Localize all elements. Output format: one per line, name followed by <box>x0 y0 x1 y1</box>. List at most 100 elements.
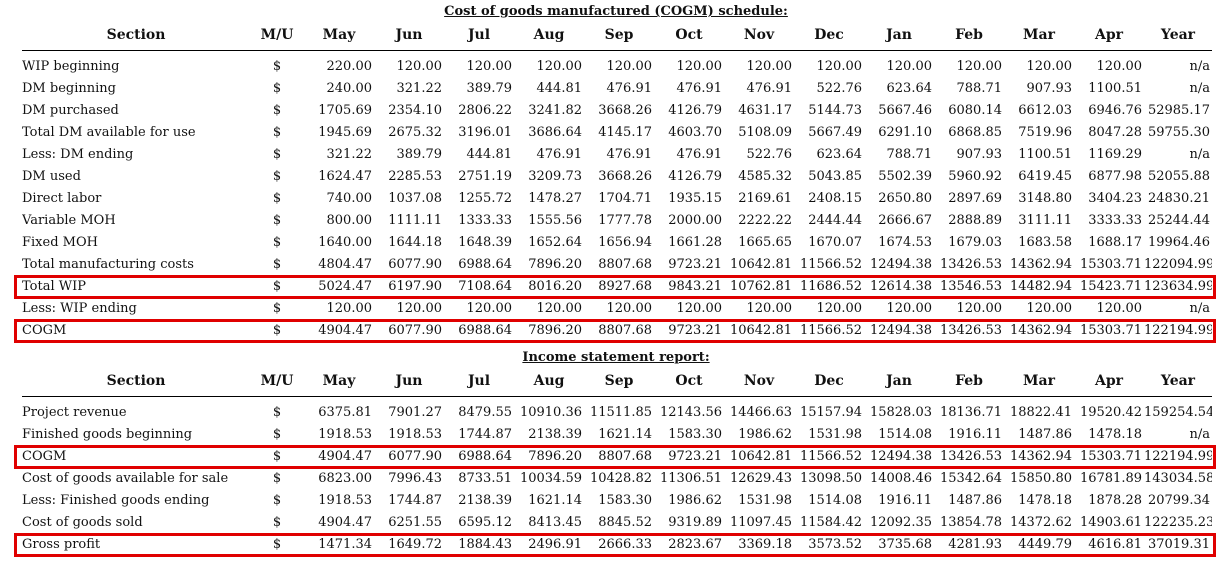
cell-value: 907.93 <box>956 147 1003 162</box>
cell-value: 120.00 <box>396 301 443 316</box>
table-row: Finished goods beginning $1918.53 1918.53 1… <box>22 424 1212 446</box>
cell-value: 9843.21 <box>668 279 722 294</box>
cell-value: 2823.67 <box>668 537 722 552</box>
column-header: Year <box>1160 373 1196 389</box>
cell-value: 120.00 <box>746 59 793 74</box>
cell-value: 120.00 <box>1026 301 1073 316</box>
cell-value: 7896.20 <box>528 449 582 464</box>
cell-value: 476.91 <box>606 147 653 162</box>
cell-value: 9723.21 <box>668 449 722 464</box>
cell-value: 122094.99 <box>1144 257 1212 272</box>
cell-value: 16781.89 <box>1079 471 1142 486</box>
cell-value: 12629.43 <box>729 471 792 486</box>
cell-value: 37019.31 <box>1147 537 1210 552</box>
cell-value: 1100.51 <box>1088 81 1142 96</box>
row-unit: $ <box>272 59 282 74</box>
cell-value: 59755.30 <box>1147 125 1210 140</box>
row-label: Project revenue <box>22 405 127 420</box>
cell-value: 1640.00 <box>318 235 372 250</box>
row-label: DM used <box>22 169 81 184</box>
cell-value: 11097.45 <box>729 515 792 530</box>
cell-value: 1670.07 <box>808 235 862 250</box>
row-label: COGM <box>22 449 67 464</box>
cell-value: 476.91 <box>536 147 583 162</box>
cell-value: 1514.08 <box>878 427 932 442</box>
cell-value: 6946.76 <box>1088 103 1142 118</box>
cell-value: 1111.11 <box>388 213 442 228</box>
cell-value: 1255.72 <box>458 191 512 206</box>
cell-value: 2806.22 <box>458 103 512 118</box>
cell-value: 3111.11 <box>1018 213 1072 228</box>
cell-value: 3668.26 <box>598 169 652 184</box>
cell-value: 4904.47 <box>318 449 372 464</box>
income-statement-title: Income statement report: <box>522 350 710 365</box>
cell-value: 1471.34 <box>318 537 372 552</box>
cell-value: 15828.03 <box>869 405 932 420</box>
cell-value: 2650.80 <box>878 191 932 206</box>
cell-value: 8927.68 <box>598 279 652 294</box>
row-label: COGM <box>22 323 67 338</box>
cell-value: 12494.38 <box>869 257 932 272</box>
cell-value: 6291.10 <box>878 125 932 140</box>
income-table: Section M/U May Jun Jul Aug Sep Oct Nov Dec Jan Feb… <box>22 366 1212 556</box>
table-row: Variable MOH $800.00 1111.11 1333.33 1555.56… <box>22 210 1212 232</box>
cell-value: 1916.11 <box>878 493 932 508</box>
row-unit: $ <box>272 125 282 140</box>
cell-value: 15303.71 <box>1079 257 1142 272</box>
table-row: DM beginning $240.00 321.22 389.79 444.81 476… <box>22 78 1212 100</box>
cell-value: 4603.70 <box>668 125 722 140</box>
column-header: Nov <box>743 373 775 389</box>
cell-value: 12614.38 <box>869 279 932 294</box>
cell-value: 1679.03 <box>948 235 1002 250</box>
cell-value: 13098.50 <box>799 471 862 486</box>
cell-value: 6868.85 <box>948 125 1002 140</box>
cell-value: 1916.11 <box>948 427 1002 442</box>
cell-value: 3241.82 <box>528 103 582 118</box>
cell-value: 5043.85 <box>808 169 862 184</box>
row-unit: $ <box>272 81 282 96</box>
cell-value: 13426.53 <box>939 257 1002 272</box>
cell-value: 788.71 <box>956 81 1003 96</box>
cell-value: 7519.96 <box>1018 125 1072 140</box>
cell-value: 18822.41 <box>1009 405 1072 420</box>
column-header: M/U <box>260 27 294 43</box>
cell-value: 1583.30 <box>668 427 722 442</box>
cell-value: 6077.90 <box>388 257 442 272</box>
cell-value: 1674.53 <box>878 235 932 250</box>
cell-value: 389.79 <box>466 81 513 96</box>
table-row: Cost of goods sold $4904.47 6251.55 6595.12… <box>22 512 1212 534</box>
table-row: Less: WIP ending $120.00 120.00 120.00 120.0… <box>22 298 1212 320</box>
cell-value: 2751.19 <box>458 169 512 184</box>
cell-value: 321.22 <box>396 81 443 96</box>
cell-value: 11686.52 <box>799 279 862 294</box>
column-header: Feb <box>955 373 983 389</box>
cell-value: 52985.17 <box>1147 103 1210 118</box>
cell-value: 5667.49 <box>808 125 862 140</box>
cell-value: 12494.38 <box>869 449 932 464</box>
cell-value: 14362.94 <box>1009 323 1072 338</box>
column-header: Section <box>106 27 166 43</box>
cell-value: 8845.52 <box>598 515 652 530</box>
cell-value: 10642.81 <box>729 449 792 464</box>
cell-value: 4449.79 <box>1018 537 1072 552</box>
column-header: Oct <box>675 27 703 43</box>
cell-value: 2169.61 <box>738 191 792 206</box>
cell-value: 15342.64 <box>939 471 1002 486</box>
cell-value: 120.00 <box>536 59 583 74</box>
cell-value: 2138.39 <box>458 493 512 508</box>
cell-value: 12092.35 <box>869 515 932 530</box>
cell-value: 3196.01 <box>458 125 512 140</box>
cell-value: 9319.89 <box>668 515 722 530</box>
table-row: WIP beginning $220.00 120.00 120.00 120.00 12… <box>22 51 1212 79</box>
cell-value: 14466.63 <box>729 405 792 420</box>
cell-value: 6251.55 <box>388 515 442 530</box>
cell-value: 3573.52 <box>808 537 862 552</box>
cell-value: 1555.56 <box>528 213 582 228</box>
row-label: Finished goods beginning <box>22 427 193 442</box>
cell-value: 1648.39 <box>458 235 512 250</box>
cell-value: 1884.43 <box>458 537 512 552</box>
row-unit: $ <box>272 279 282 294</box>
cogm-header-row: Section M/U May Jun Jul Aug Sep Oct Nov Dec Jan Feb… <box>22 20 1212 51</box>
cell-value: 10762.81 <box>729 279 792 294</box>
cell-value: 4126.79 <box>668 169 722 184</box>
